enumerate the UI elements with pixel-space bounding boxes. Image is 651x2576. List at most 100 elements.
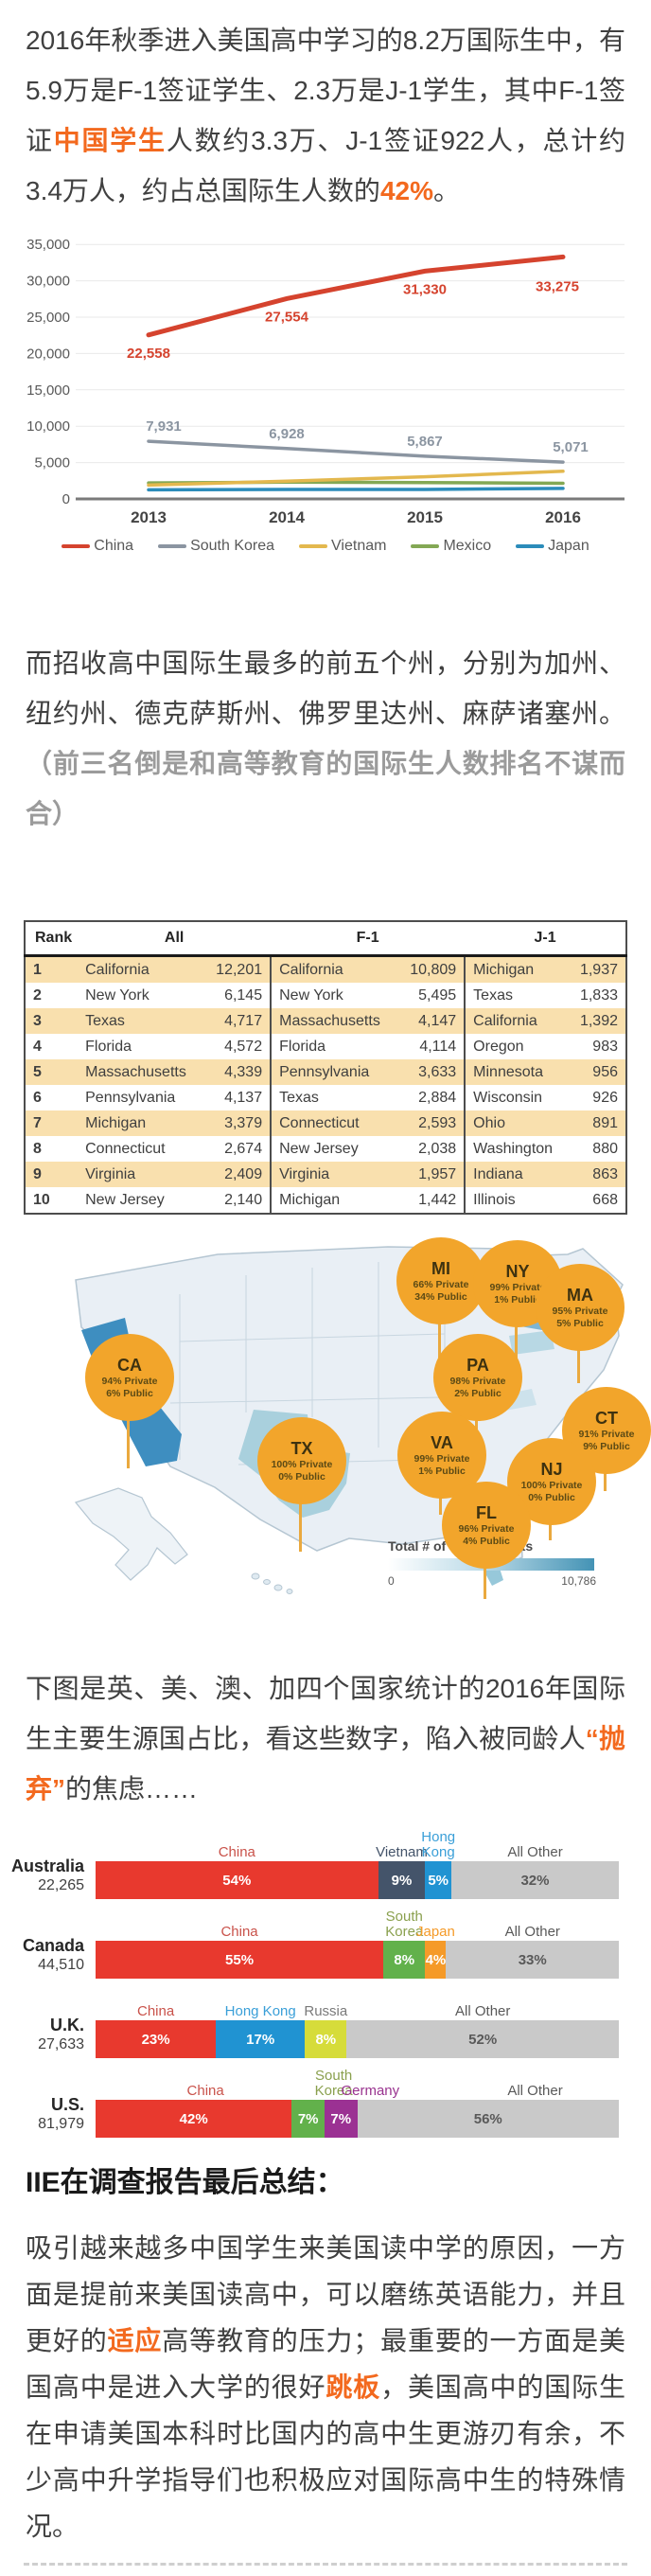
callout-stem-fl	[484, 1567, 486, 1599]
state-pennsylvania	[509, 1330, 554, 1355]
svg-text:7,931: 7,931	[146, 418, 182, 435]
segment-labels: China South Korea Germany All Other	[96, 2066, 619, 2100]
p4-highlight-adapt: 适应	[107, 2326, 163, 2355]
header-j1: J-1	[465, 921, 626, 957]
state-cell: Ohio	[464, 1110, 569, 1136]
segment-labels: China South Korea Japan All Other	[96, 1907, 619, 1941]
callout-stem-nj	[549, 1523, 552, 1540]
svg-text:30,000: 30,000	[26, 274, 70, 290]
state-cell: Florida	[85, 1038, 132, 1055]
bar-area: China Vietnam Hong Kong All Other 54% 9% 5% 32%	[96, 1827, 619, 1899]
callout-stem-ma	[577, 1349, 580, 1383]
value-cell: 891	[568, 1110, 626, 1136]
p1-highlight-china-students: 中国学生	[53, 126, 167, 155]
callout-va-public: 1% Public	[418, 1465, 466, 1477]
value-cell: 4,572	[224, 1038, 263, 1055]
callout-ma-private: 95% Private	[552, 1305, 608, 1317]
value-cell: 1,833	[579, 986, 618, 1004]
rank-cell: 3	[25, 1008, 79, 1034]
stacked-bar-chart: Australia 22,265 China Vietnam Hong Kong All …	[0, 1827, 651, 2138]
rank-cell: 6	[33, 1089, 42, 1106]
table-row: 6 Pennsylvania 4,137 Texas 2,884 Wisconsin 926	[25, 1085, 626, 1110]
bar-segment: 7%	[324, 2100, 358, 2138]
value-cell: 2,140	[224, 1191, 263, 1208]
state-cell: Florida	[270, 1034, 397, 1059]
callout-mi-public: 34% Public	[414, 1290, 467, 1303]
header-rank: Rank	[25, 921, 79, 957]
callout-fl: FL 96% Private 4% Public	[442, 1482, 531, 1569]
state-cell: Connecticut	[270, 1110, 397, 1136]
table-row: 4 Florida 4,572 Florida 4,114 Oregon 983	[25, 1034, 626, 1059]
state-alaska	[74, 1487, 188, 1581]
origin-paragraph: 下图是英、美、澳、加四个国家统计的2016年国际生主要生源国占比，看这些数字，陷…	[0, 1663, 651, 1814]
intro-paragraph: 2016年秋季进入美国高中学习的8.2万国际生中，有5.9万是F-1签证学生、2…	[0, 15, 651, 216]
value-cell: 2,884	[418, 1089, 457, 1106]
map-legend-min: 0	[388, 1574, 395, 1588]
bar-row: U.K. 27,633 China Hong Kong Russia All Other 2…	[0, 1986, 619, 2058]
bar-segment: 5%	[425, 1861, 452, 1899]
bar-row-label: U.K. 27,633	[0, 1986, 96, 2058]
states-table: Rank All F-1 J-1 1 California 12,201 Califo…	[24, 920, 627, 1215]
bar-country: Australia	[10, 1856, 84, 1875]
bar-country: Canada	[22, 1936, 84, 1955]
callout-mi: MI 66% Private 34% Public	[396, 1237, 485, 1324]
segment-labels: China Vietnam Hong Kong All Other	[96, 1827, 619, 1861]
bar-segment: 8%	[305, 2020, 347, 2058]
bar-row: Canada 44,510 China South Korea Japan All Oth…	[0, 1907, 619, 1979]
bar-segment: 9%	[378, 1861, 426, 1899]
states-paragraph: 而招收高中国际生最多的前五个州，分别为加州、纽约州、德克萨斯州、佛罗里达州、麻萨…	[0, 638, 651, 839]
p4-highlight-springboard: 跳板	[326, 2372, 381, 2402]
value-cell: 4,339	[202, 1059, 272, 1085]
callout-mi-code: MI	[431, 1258, 450, 1278]
legend-marker	[62, 544, 91, 548]
summary-paragraph: 吸引越来越多中国学生来美国读中学的原因，一方面是提前来美国读高中，可以磨练英语能…	[0, 2225, 651, 2549]
bar-segment: 17%	[216, 2020, 306, 2058]
value-cell: 668	[592, 1191, 618, 1208]
segment-label: All Other	[504, 1924, 560, 1940]
bar-segment: 56%	[357, 2100, 619, 2138]
callout-ct-code: CT	[595, 1408, 618, 1428]
callout-stem-ny	[515, 1325, 518, 1359]
value-cell: 983	[592, 1038, 618, 1055]
callout-tx-private: 100% Private	[271, 1458, 333, 1470]
callout-stem-ca	[127, 1419, 130, 1468]
segment-label: China	[218, 1844, 255, 1860]
legend-item: South Korea	[158, 538, 274, 555]
p1-text: 人数约3.3万、J-1签证922人，总计约3.4万人，约占总国际生人数的	[26, 126, 625, 205]
callout-tx-public: 0% Public	[278, 1470, 326, 1483]
legend-label: South Korea	[190, 538, 275, 554]
state-cell: Texas	[464, 983, 569, 1008]
svg-text:2014: 2014	[269, 508, 305, 526]
segment-label: South Korea	[314, 2068, 353, 2099]
table-row: 5 Massachusetts 4,339 Pennsylvania 3,633 Minn…	[25, 1059, 626, 1085]
callout-ca-public: 6% Public	[106, 1387, 153, 1399]
state-cell: Pennsylvania	[270, 1059, 397, 1085]
line-chart-legend: China South Korea Vietnam Mexico Japan	[0, 534, 651, 559]
value-cell: 1,442	[418, 1191, 457, 1208]
rank-cell: 7	[25, 1110, 79, 1136]
svg-text:6,928: 6,928	[269, 426, 305, 442]
svg-text:35,000: 35,000	[26, 237, 70, 253]
p1-highlight-42pct: 42%	[379, 176, 433, 205]
state-cell: Pennsylvania	[85, 1089, 176, 1106]
callout-ct-public: 9% Public	[583, 1440, 630, 1452]
callout-ma: MA 95% Private 5% Public	[536, 1264, 625, 1351]
value-cell: 4,717	[202, 1008, 272, 1034]
state-cell: Wisconsin	[464, 1085, 569, 1110]
segment-label: Hong Kong	[224, 2003, 296, 2019]
callout-nj-code: NJ	[540, 1459, 563, 1479]
segment-label: China	[186, 2083, 224, 2099]
callout-ma-public: 5% Public	[556, 1317, 604, 1329]
state-cell: California	[270, 955, 397, 983]
table-row: 3 Texas 4,717 Massachusetts 4,147 California 1…	[25, 1008, 626, 1034]
state-cell: Virginia	[270, 1162, 397, 1187]
callout-nj-private: 100% Private	[520, 1479, 583, 1491]
value-cell: 2,038	[418, 1140, 457, 1157]
legend-item: Mexico	[411, 538, 491, 555]
callout-mi-private: 66% Private	[413, 1278, 469, 1290]
callout-pa: PA 98% Private 2% Public	[433, 1334, 522, 1421]
callout-va-code: VA	[431, 1432, 453, 1452]
callout-pa-code: PA	[466, 1355, 489, 1375]
state-cell: Texas	[270, 1085, 397, 1110]
callout-tx: TX 100% Private 0% Public	[257, 1417, 346, 1504]
